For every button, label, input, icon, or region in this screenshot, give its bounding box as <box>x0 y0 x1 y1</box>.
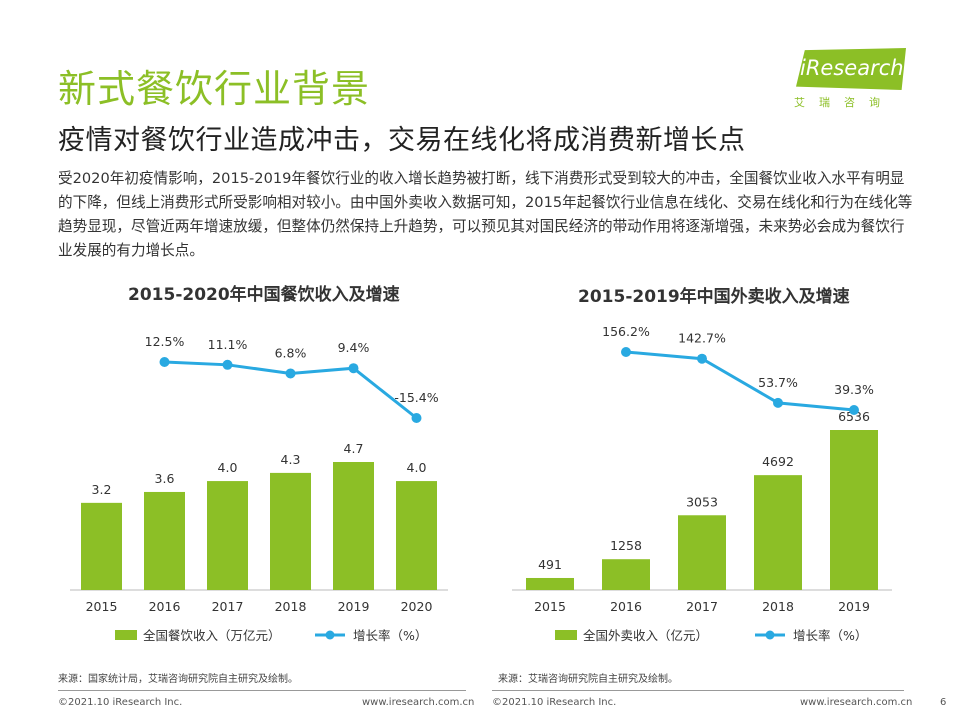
bar <box>207 481 248 590</box>
bar <box>81 502 122 590</box>
bar-value-label: 4.0 <box>218 460 238 475</box>
bar-value-label: 4.0 <box>407 460 427 475</box>
footer-divider-right <box>492 690 904 691</box>
bar <box>830 430 878 590</box>
x-tick-label: 2020 <box>401 599 433 614</box>
growth-value-label: -15.4% <box>394 390 438 405</box>
bar-value-label: 3.6 <box>155 471 175 486</box>
bar-value-label: 491 <box>538 557 562 572</box>
growth-value-label: 6.8% <box>275 345 307 360</box>
chart2-title: 2015-2019年中国外卖收入及增速 <box>578 287 850 307</box>
page-subtitle: 疫情对餐饮行业造成冲击，交易在线化将成消费新增长点 <box>58 125 746 156</box>
legend-line-label: 增长率（%） <box>793 628 867 643</box>
chart-takeout-revenue: 491 2015 1258 2016 3053 2017 4692 2018 6536 2019 1… <box>512 324 892 643</box>
legend-bar-swatch <box>115 630 137 640</box>
growth-value-label: 39.3% <box>834 382 874 397</box>
chart1-title: 2015-2020年中国餐饮收入及增速 <box>128 285 400 305</box>
legend-bar-label: 全国外卖收入（亿元） <box>583 628 708 643</box>
legend-bar-swatch <box>555 630 577 640</box>
iresearch-logo: iResearch 艾瑞咨询 <box>786 48 912 110</box>
bar-value-label: 6536 <box>838 409 870 424</box>
bar-value-label: 4.7 <box>344 441 364 456</box>
logo-chinese: 艾瑞咨询 <box>794 96 894 109</box>
bar <box>678 515 726 590</box>
growth-point <box>773 397 783 408</box>
growth-point <box>222 359 233 370</box>
growth-point <box>159 357 170 367</box>
bar <box>333 462 374 590</box>
legend-line-label: 增长率（%） <box>353 628 427 643</box>
x-tick-label: 2015 <box>534 599 566 614</box>
footer-copyright-right: ©2021.10 iResearch Inc. <box>492 697 617 708</box>
growth-point <box>849 405 859 415</box>
growth-point <box>285 368 296 379</box>
chart2-source: 来源：艾瑞咨询研究院自主研究及绘制。 <box>498 674 678 685</box>
x-tick-label: 2017 <box>686 599 718 614</box>
bar-value-label: 1258 <box>610 538 642 553</box>
growth-value-label: 11.1% <box>208 337 248 352</box>
bar <box>396 481 437 590</box>
logo-badge <box>796 48 906 90</box>
page-title: 新式餐饮行业背景 <box>58 67 371 111</box>
footer-copyright-left: ©2021.10 iResearch Inc. <box>58 697 183 708</box>
growth-point <box>621 347 631 357</box>
x-tick-label: 2015 <box>86 599 118 614</box>
bar-value-label: 4692 <box>762 454 794 469</box>
x-tick-label: 2016 <box>610 599 642 614</box>
bar <box>144 491 185 590</box>
footer-divider-left <box>58 690 466 691</box>
growth-value-label: 12.5% <box>145 334 185 349</box>
bar <box>526 577 574 590</box>
growth-point <box>697 353 707 364</box>
growth-point <box>411 413 422 423</box>
x-tick-label: 2018 <box>762 599 794 614</box>
page-number: 6 <box>940 697 947 708</box>
bar <box>270 472 311 590</box>
bar <box>754 475 802 590</box>
x-tick-label: 2016 <box>149 599 181 614</box>
growth-value-label: 53.7% <box>758 375 798 390</box>
intro-paragraph: 受2020年初疫情影响，2015-2019年餐饮行业的收入增长趋势被打断，线下消… <box>58 170 913 259</box>
bar <box>602 559 650 590</box>
chart1-source: 来源：国家统计局，艾瑞咨询研究院自主研究及绘制。 <box>58 674 298 685</box>
bar-value-label: 3.2 <box>92 482 112 497</box>
chart-restaurant-revenue: 3.2 2015 3.6 2016 4.0 2017 4.3 2018 4.7 2019 4.0 20… <box>70 334 448 643</box>
growth-line <box>625 350 855 412</box>
x-tick-label: 2019 <box>338 599 370 614</box>
footer-url-right[interactable]: www.iresearch.com.cn <box>800 697 913 708</box>
growth-value-label: 9.4% <box>338 340 370 355</box>
legend-line-marker <box>325 630 335 640</box>
x-tick-label: 2018 <box>275 599 307 614</box>
growth-value-label: 142.7% <box>678 331 726 346</box>
growth-value-label: 156.2% <box>602 324 650 339</box>
x-tick-label: 2019 <box>838 599 870 614</box>
logo-wordmark: iResearch <box>800 56 904 80</box>
bar-value-label: 4.3 <box>281 452 301 467</box>
footer-url-left[interactable]: www.iresearch.com.cn <box>362 697 475 708</box>
legend-bar-label: 全国餐饮收入（万亿元） <box>143 628 281 643</box>
growth-point <box>348 363 359 374</box>
x-tick-label: 2017 <box>212 599 244 614</box>
legend-line-marker <box>765 630 775 640</box>
bar-value-label: 3053 <box>686 494 718 509</box>
